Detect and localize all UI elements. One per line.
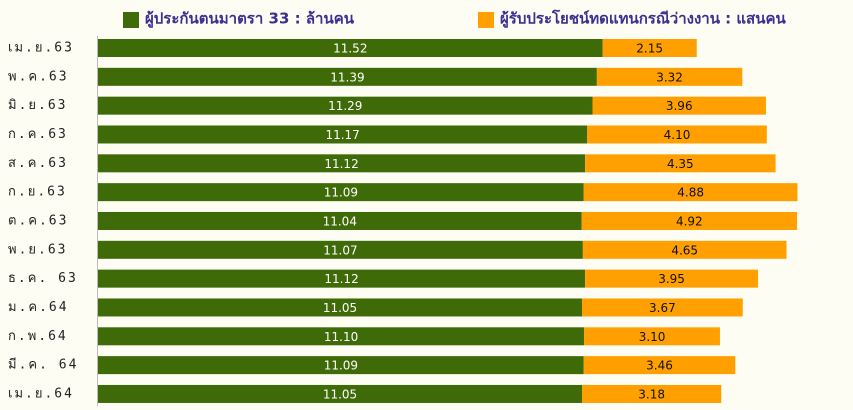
value-label: 11.12 [324,157,358,171]
bar-segment [98,356,584,375]
value-label: 11.10 [324,330,358,344]
bar-segment [98,327,585,346]
category-label: มี.ค. 64 [8,357,78,373]
category-label: มิ.ย.63 [8,98,68,113]
bar-segment [583,183,798,202]
legend-label: ผู้ประกันตนมาตรา 33 : ล้านคน [145,10,355,29]
value-label: 3.95 [658,272,685,286]
bar-segment [98,211,582,230]
value-label: 11.05 [323,387,357,401]
bar-segment [98,154,586,173]
value-label: 11.05 [323,301,357,315]
value-label: 11.39 [330,70,364,84]
bar-segment [581,384,722,403]
bar-segment [596,67,743,86]
category-label: พ.ย.63 [8,242,68,257]
value-label: 3.32 [656,70,683,84]
category-label: ส.ค.63 [8,156,68,171]
value-label: 11.52 [333,42,367,56]
category-label: ก.พ.64 [8,329,68,344]
value-label: 11.04 [323,214,357,228]
category-label: พ.ค.63 [8,69,69,84]
bar-segment [585,154,776,173]
bar-segment [581,298,743,317]
legend-swatch [478,12,494,28]
value-label: 11.17 [325,128,359,142]
bar-segment [602,39,697,57]
value-label: 4.88 [677,186,704,200]
value-label: 11.29 [328,99,362,113]
bar-segment [98,269,586,288]
category-label: เม.ย.64 [8,386,74,401]
value-label: 4.10 [664,128,691,142]
bar-segment [98,39,603,57]
value-label: 3.96 [666,99,693,113]
category-label: ก.ค.63 [8,127,68,142]
bar-segment [587,125,767,144]
value-label: 4.35 [667,157,694,171]
category-label: ต.ค.63 [8,213,68,228]
value-label: 3.10 [639,330,666,344]
bar-segment [581,211,798,230]
bar-segment [98,240,583,259]
bar-segment [98,67,597,86]
bar-segment [98,384,582,403]
bar-segment [98,125,588,144]
value-label: 3.18 [638,387,665,401]
bar-segment [583,356,736,375]
value-label: 11.12 [324,272,358,286]
category-label: เม.ย.63 [8,41,74,56]
bar-segment [98,96,593,115]
value-label: 4.65 [671,243,698,257]
category-label: ก.ย.63 [8,185,67,200]
value-label: 11.09 [324,186,358,200]
value-label: 2.15 [636,42,663,56]
bar-segment [592,96,766,115]
value-label: 11.07 [323,243,357,257]
bar-segment [582,240,787,259]
bar-segment [584,327,720,346]
value-label: 3.46 [646,359,673,373]
category-label: ธ.ค. 63 [8,271,78,286]
category-label: ม.ค.64 [8,300,69,315]
bar-segment [585,269,759,288]
bar-segment [98,298,582,317]
value-label: 4.92 [676,214,703,228]
legend-swatch [123,12,139,28]
bar-segment [98,183,584,202]
legend-label: ผู้รับประโยชน์ทดแทนกรณีว่างงาน : แสนคน [500,9,787,29]
value-label: 3.67 [649,301,676,315]
value-label: 11.09 [324,359,358,373]
